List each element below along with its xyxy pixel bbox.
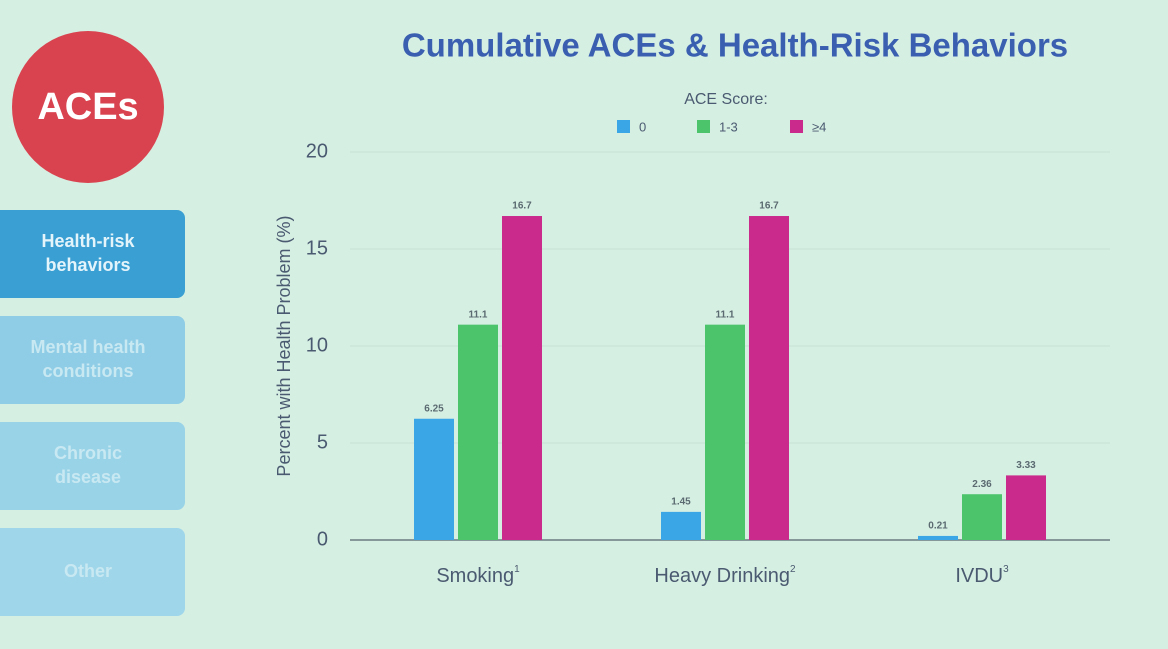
legend-label: ≥4 xyxy=(812,119,826,134)
chart-title: Cumulative ACEs & Health-Risk Behaviors xyxy=(402,27,1068,64)
legend-swatch xyxy=(697,120,710,133)
badge xyxy=(12,31,164,183)
legend-label: 1-3 xyxy=(719,119,738,134)
bar xyxy=(1006,475,1046,540)
x-tick-label: Heavy Drinking2 xyxy=(654,564,796,588)
data-label: 0.21 xyxy=(928,521,948,532)
legend-swatch xyxy=(790,120,803,133)
data-label: 11.1 xyxy=(716,309,735,320)
bar xyxy=(705,324,745,540)
bar xyxy=(918,535,958,540)
footnote-mark: 1 xyxy=(514,564,520,575)
sidebar-button[interactable]: Health-risk behaviors xyxy=(0,210,185,298)
legend-swatch xyxy=(617,120,630,133)
legend-title: ACE Score: xyxy=(684,91,768,108)
bar xyxy=(502,216,542,540)
button-bg xyxy=(0,210,185,298)
legend-label: 0 xyxy=(639,119,646,134)
y-tick-label: 10 xyxy=(306,334,328,356)
data-label: 16.7 xyxy=(512,201,532,212)
x-tick-label: IVDU3 xyxy=(955,564,1009,588)
y-tick-label: 0 xyxy=(317,528,328,550)
footnote-mark: 2 xyxy=(790,564,796,575)
data-label: 11.1 xyxy=(469,309,488,320)
button-bg xyxy=(0,528,185,616)
bar xyxy=(661,511,701,540)
sidebar-button[interactable]: Other xyxy=(0,528,185,616)
data-label: 3.33 xyxy=(1016,460,1036,471)
bar xyxy=(962,494,1002,540)
data-label: 16.7 xyxy=(759,201,779,212)
button-label: Mental health xyxy=(30,337,145,357)
footnote-mark: 3 xyxy=(1003,564,1009,575)
category-name: IVDU xyxy=(955,565,1003,587)
data-label: 2.36 xyxy=(972,479,992,490)
category-name: Heavy Drinking xyxy=(654,565,790,587)
button-label: Chronic xyxy=(54,443,122,463)
bar xyxy=(458,324,498,540)
category-name: Smoking xyxy=(436,565,514,587)
y-tick-label: 5 xyxy=(317,431,328,453)
button-label: Health-risk xyxy=(41,231,135,251)
button-label: conditions xyxy=(43,361,134,381)
data-label: 6.25 xyxy=(424,403,444,414)
sidebar-button[interactable]: Mental health conditions xyxy=(0,316,185,404)
data-label: 1.45 xyxy=(671,497,691,508)
bar xyxy=(414,418,454,540)
badge-label: ACEs xyxy=(37,86,138,128)
button-bg xyxy=(0,422,185,510)
button-label: behaviors xyxy=(45,255,130,275)
bar xyxy=(749,216,789,540)
y-tick-label: 15 xyxy=(306,237,328,259)
sidebar-button[interactable]: Chronic disease xyxy=(0,422,185,510)
y-axis-label: Percent with Health Problem (%) xyxy=(274,215,294,476)
button-label: Other xyxy=(64,561,112,581)
y-tick-label: 20 xyxy=(306,140,328,162)
x-tick-label: Smoking1 xyxy=(436,564,520,588)
button-bg xyxy=(0,316,185,404)
button-label: disease xyxy=(55,467,121,487)
